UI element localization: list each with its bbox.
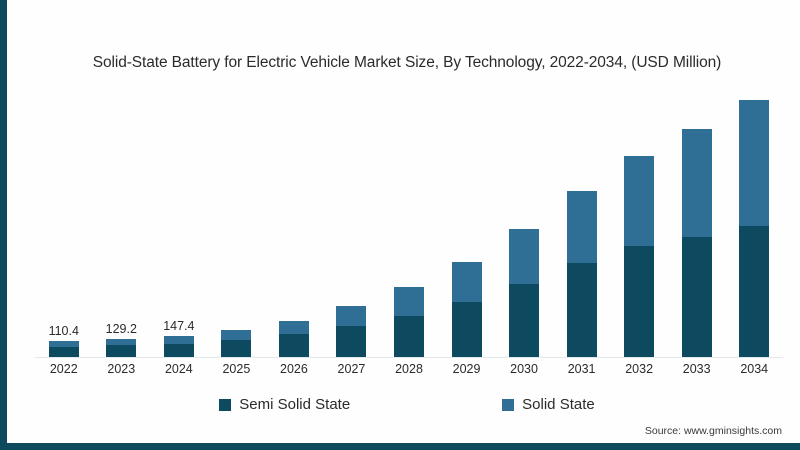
bar-value-label-2022: 110.4 — [48, 324, 79, 339]
bar-2030[interactable] — [509, 229, 540, 357]
bar-value-label-2023: 129.2 — [105, 321, 137, 336]
x-tick-2023: 2023 — [107, 362, 136, 376]
x-tick-2025: 2025 — [222, 362, 251, 376]
chart-title: Solid-State Battery for Electric Vehicle… — [92, 54, 722, 71]
legend-swatch-solid-state — [502, 398, 515, 411]
x-tick-2034: 2034 — [740, 362, 769, 376]
bar-segment-semi-solid-state — [681, 237, 712, 357]
x-tick-2033: 2033 — [682, 362, 711, 376]
bar-value-label-2024: 147.4 — [163, 318, 195, 333]
x-axis-tick-labels: 2022 2023 2024 2025 2026 2027 2028 2029 2030 2031… — [35, 362, 783, 382]
bar-segment-solid-state — [509, 229, 540, 285]
bar-segment-solid-state — [566, 190, 597, 263]
legend-label-semi-solid-state: Semi Solid State — [239, 396, 351, 413]
x-tick-2027: 2027 — [337, 362, 366, 376]
legend-label-solid-state: Solid State — [522, 396, 595, 413]
bar-segment-solid-state — [451, 262, 482, 303]
legend-item-solid-state[interactable]: Solid State — [502, 396, 595, 413]
plot-area: 110.4 129.2 147.4 — [35, 100, 783, 358]
x-tick-2022: 2022 — [49, 362, 78, 376]
legend-item-semi-solid-state[interactable]: Semi Solid State — [219, 396, 350, 413]
bar-2033[interactable] — [681, 128, 712, 357]
bar-2032[interactable] — [624, 156, 655, 357]
bar-segment-semi-solid-state — [566, 262, 597, 357]
bar-segment-solid-state — [221, 329, 252, 340]
bar-segment-semi-solid-state — [48, 347, 79, 357]
bar-2028[interactable] — [394, 287, 424, 357]
x-tick-2032: 2032 — [625, 362, 654, 376]
bar-2023[interactable]: 129.2 — [106, 322, 137, 357]
bar-2025[interactable] — [221, 329, 252, 357]
bar-segment-solid-state — [278, 320, 309, 335]
bar-segment-solid-state — [739, 100, 770, 227]
bar-segment-semi-solid-state — [221, 339, 252, 357]
bar-segment-semi-solid-state — [106, 345, 137, 357]
bar-segment-solid-state — [163, 335, 194, 344]
chart-legend: Semi Solid State Solid State — [7, 396, 800, 413]
source-attribution: Source: www.gminsights.com — [644, 425, 782, 437]
bar-segment-semi-solid-state — [624, 245, 655, 357]
bar-segment-semi-solid-state — [278, 334, 309, 357]
bar-segment-solid-state — [394, 287, 424, 316]
bar-segment-semi-solid-state — [394, 315, 424, 357]
bar-segment-solid-state — [106, 338, 137, 346]
x-tick-2026: 2026 — [280, 362, 308, 376]
bar-2029[interactable] — [451, 262, 482, 357]
x-tick-2030: 2030 — [510, 362, 538, 376]
bar-segment-semi-solid-state — [509, 284, 540, 357]
bar-segment-semi-solid-state — [451, 302, 482, 357]
bar-2024[interactable]: 147.4 — [163, 319, 194, 357]
bar-2031[interactable] — [566, 190, 597, 357]
bar-2034[interactable] — [739, 100, 770, 357]
legend-swatch-semi-solid-state — [219, 398, 232, 411]
bar-segment-semi-solid-state — [739, 226, 770, 357]
bar-segment-solid-state — [48, 341, 79, 348]
bar-2022[interactable]: 110.4 — [48, 324, 79, 357]
bar-segment-semi-solid-state — [336, 326, 367, 357]
bar-segment-solid-state — [336, 306, 367, 327]
bar-2027[interactable] — [336, 306, 367, 357]
bar-2026[interactable] — [278, 320, 309, 357]
bar-segment-solid-state — [624, 156, 655, 246]
x-tick-2029: 2029 — [452, 362, 481, 376]
x-tick-2024: 2024 — [164, 362, 193, 376]
bar-segment-semi-solid-state — [163, 343, 194, 357]
x-axis-line — [35, 357, 783, 358]
x-tick-2028: 2028 — [395, 362, 423, 376]
bar-segment-solid-state — [681, 128, 712, 238]
x-tick-2031: 2031 — [567, 362, 596, 376]
